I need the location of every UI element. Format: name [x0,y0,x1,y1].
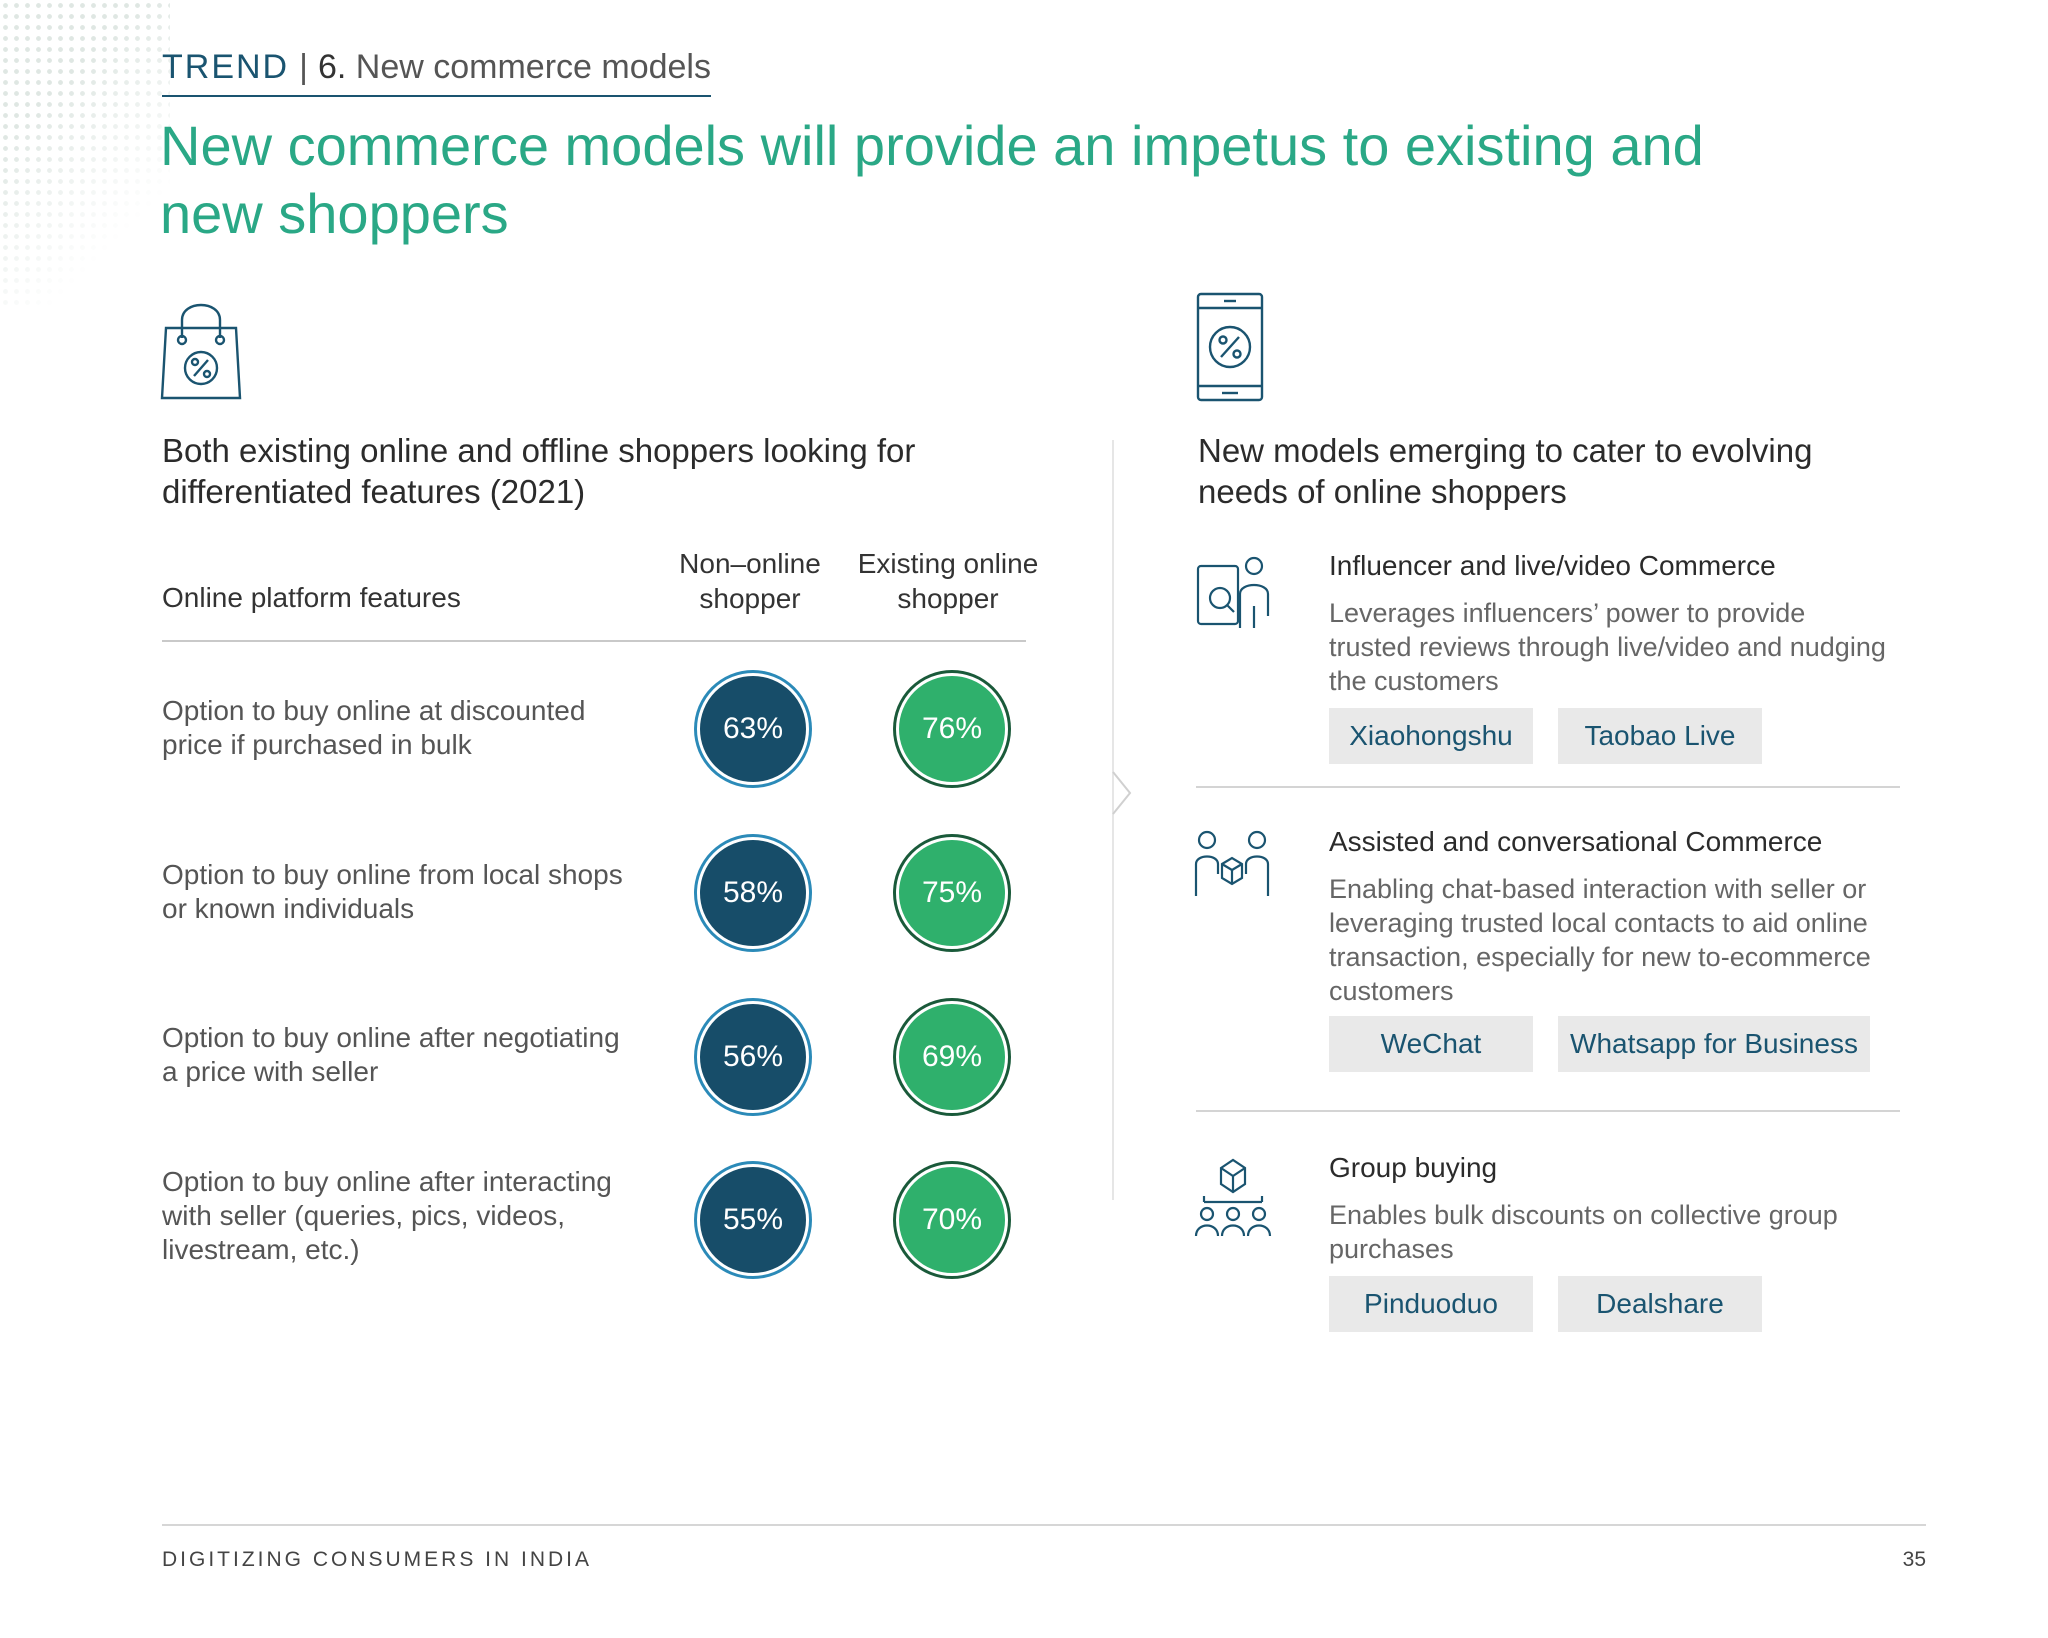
tag-whatsapp-business: Whatsapp for Business [1558,1016,1870,1072]
feature-row-3: Option to buy online after negotiating a… [162,1022,620,1087]
decorative-dot-pattern [0,0,170,310]
trend-label: TREND | 6. New commerce models [162,48,711,97]
model-divider-2 [1196,1110,1900,1112]
model-divider-1 [1196,786,1900,788]
col-header-non-online: Non–online shopper [679,548,821,614]
model-desc-influencer: Leverages influencers’ power to provide … [1329,598,1886,696]
phone-percent-icon [1196,292,1264,407]
tag-dealshare: Dealshare [1558,1276,1762,1332]
model-title-assisted: Assisted and conversational Commerce [1329,826,1823,857]
model-title-influencer: Influencer and live/video Commerce [1329,550,1776,581]
right-subheading: New models emerging to cater to evolving… [1198,432,1813,510]
column-divider [1112,440,1114,1200]
table-header-divider [162,640,1026,642]
value-circle-existing-2: 75% [896,837,1008,949]
left-subheading: Both existing online and offline shopper… [162,432,916,510]
page-number: 35 [1902,1548,1926,1571]
shopping-bag-percent-icon [160,292,242,407]
group-buying-icon [1194,1156,1272,1243]
model-desc-group-buying: Enables bulk discounts on collective gro… [1329,1200,1838,1264]
model-title-group-buying: Group buying [1329,1152,1498,1183]
value-circle-non-online-4: 55% [697,1164,809,1276]
page-title: New commerce models will provide an impe… [160,114,1704,245]
col-header-existing: Existing online shopper [857,548,1039,614]
feature-row-1: Option to buy online at discounted price… [162,695,586,760]
value-circle-non-online-1: 63% [697,673,809,785]
footer-publication-title: DIGITIZING CONSUMERS IN INDIA [162,1548,593,1571]
tag-taobao-live: Taobao Live [1558,708,1762,764]
tag-xiaohongshu: Xiaohongshu [1329,708,1533,764]
tag-pinduoduo: Pinduoduo [1329,1276,1533,1332]
trend-number: 6. [317,48,347,86]
footer-divider [162,1524,1926,1526]
influencer-video-icon [1196,556,1270,639]
col-header-features: Online platform features [162,582,461,613]
tag-wechat: WeChat [1329,1016,1533,1072]
value-circle-existing-1: 76% [896,673,1008,785]
model-desc-assisted: Enabling chat-based interaction with sel… [1329,874,1871,1006]
value-circle-existing-3: 69% [896,1001,1008,1113]
trend-keyword: TREND [162,48,290,86]
chevron-right-icon [1110,768,1134,823]
trend-separator: | [299,48,308,86]
trend-title: New commerce models [355,48,711,86]
assisted-commerce-icon [1194,830,1270,905]
feature-row-2: Option to buy online from local shops or… [162,859,623,924]
feature-row-4: Option to buy online after interacting w… [162,1166,612,1265]
value-circle-non-online-2: 58% [697,837,809,949]
value-circle-existing-4: 70% [896,1164,1008,1276]
value-circle-non-online-3: 56% [697,1001,809,1113]
